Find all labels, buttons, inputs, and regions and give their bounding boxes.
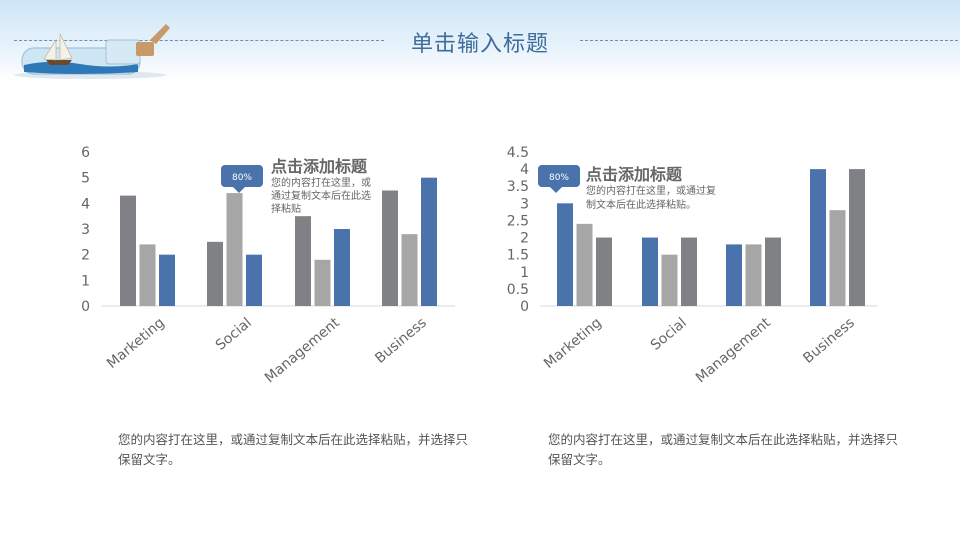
y-tick-label: 6: [81, 145, 90, 161]
callout-badge-label: 80%: [232, 173, 252, 183]
header-divider-right: [580, 40, 958, 41]
y-tick-label: 1: [520, 265, 529, 281]
callout-title: 点击添加标题: [271, 157, 368, 176]
callout-badge-label: 80%: [549, 173, 569, 183]
y-tick-label: 3.5: [507, 179, 529, 195]
y-tick-label: 1: [81, 273, 90, 289]
bar-business-s2: [401, 234, 418, 306]
header-divider-left: [14, 40, 384, 41]
callout-title: 点击添加标题: [586, 165, 683, 184]
header-band: [0, 0, 960, 82]
y-tick-label: 3: [81, 222, 90, 238]
bar-business-s1: [810, 169, 826, 306]
bar-management-s3: [765, 237, 781, 306]
callout-text-line: 您的内容打在这里，或: [271, 176, 371, 189]
note-right[interactable]: 您的内容打在这里，或通过复制文本后在此选择粘贴，并选择只保留文字。: [548, 432, 899, 467]
bar-social-s3: [681, 237, 697, 306]
bar-marketing-s1: [120, 195, 136, 306]
bar-business-s1: [382, 190, 398, 306]
callout-badge-pointer: [233, 187, 245, 193]
callout-badge: [538, 165, 580, 187]
bar-social-s2: [661, 254, 678, 306]
y-tick-label: 2.5: [507, 213, 529, 229]
y-tick-label: 4: [81, 196, 90, 212]
bar-social-s1: [207, 241, 223, 306]
bar-marketing-s1: [557, 203, 573, 306]
bar-social-s1: [642, 237, 658, 306]
bar-management-s1: [726, 244, 742, 306]
y-tick-label: 4: [520, 162, 529, 178]
callout-text-line: 通过复制文本后在此选: [271, 189, 371, 202]
callout-badge: [221, 165, 263, 187]
bar-management-s2: [314, 259, 331, 306]
y-tick-label: 2: [520, 231, 529, 247]
x-category-label: Business: [800, 315, 858, 367]
ship-bottle-icon: [14, 24, 170, 79]
bar-marketing-s2: [139, 244, 156, 306]
bar-social-s2: [226, 193, 243, 306]
callout-text-line: 制文本后在此选择粘贴。: [586, 198, 696, 211]
x-category-label: Social: [648, 315, 690, 354]
y-tick-label: 1.5: [507, 248, 529, 264]
y-tick-label: 0: [81, 299, 90, 315]
bar-business-s2: [829, 210, 846, 306]
y-tick-label: 3: [520, 196, 529, 212]
bar-business-s3: [849, 169, 865, 306]
note-left[interactable]: 您的内容打在这里，或通过复制文本后在此选择粘贴，并选择只保留文字。: [118, 432, 469, 467]
y-tick-label: 5: [81, 171, 90, 187]
x-category-label: Management: [693, 314, 774, 386]
callout-text-line: 择粘贴: [271, 202, 301, 215]
bar-management-s3: [334, 229, 350, 306]
y-tick-label: 0.5: [507, 282, 529, 298]
y-tick-label: 4.5: [507, 145, 529, 161]
bar-management-s2: [745, 244, 762, 306]
bar-marketing-s3: [159, 254, 175, 306]
callout-text-line: 您的内容打在这里，或通过复: [586, 184, 716, 197]
bar-management-s1: [295, 216, 311, 306]
bar-marketing-s3: [596, 237, 612, 306]
x-category-label: Marketing: [541, 315, 605, 372]
slide-title[interactable]: 单击输入标题: [410, 32, 549, 57]
callout-badge-pointer: [550, 187, 562, 193]
y-tick-label: 2: [81, 248, 90, 264]
y-tick-label: 0: [520, 299, 529, 315]
bar-marketing-s2: [576, 223, 593, 306]
bar-business-s3: [421, 177, 437, 306]
bar-social-s3: [246, 254, 262, 306]
